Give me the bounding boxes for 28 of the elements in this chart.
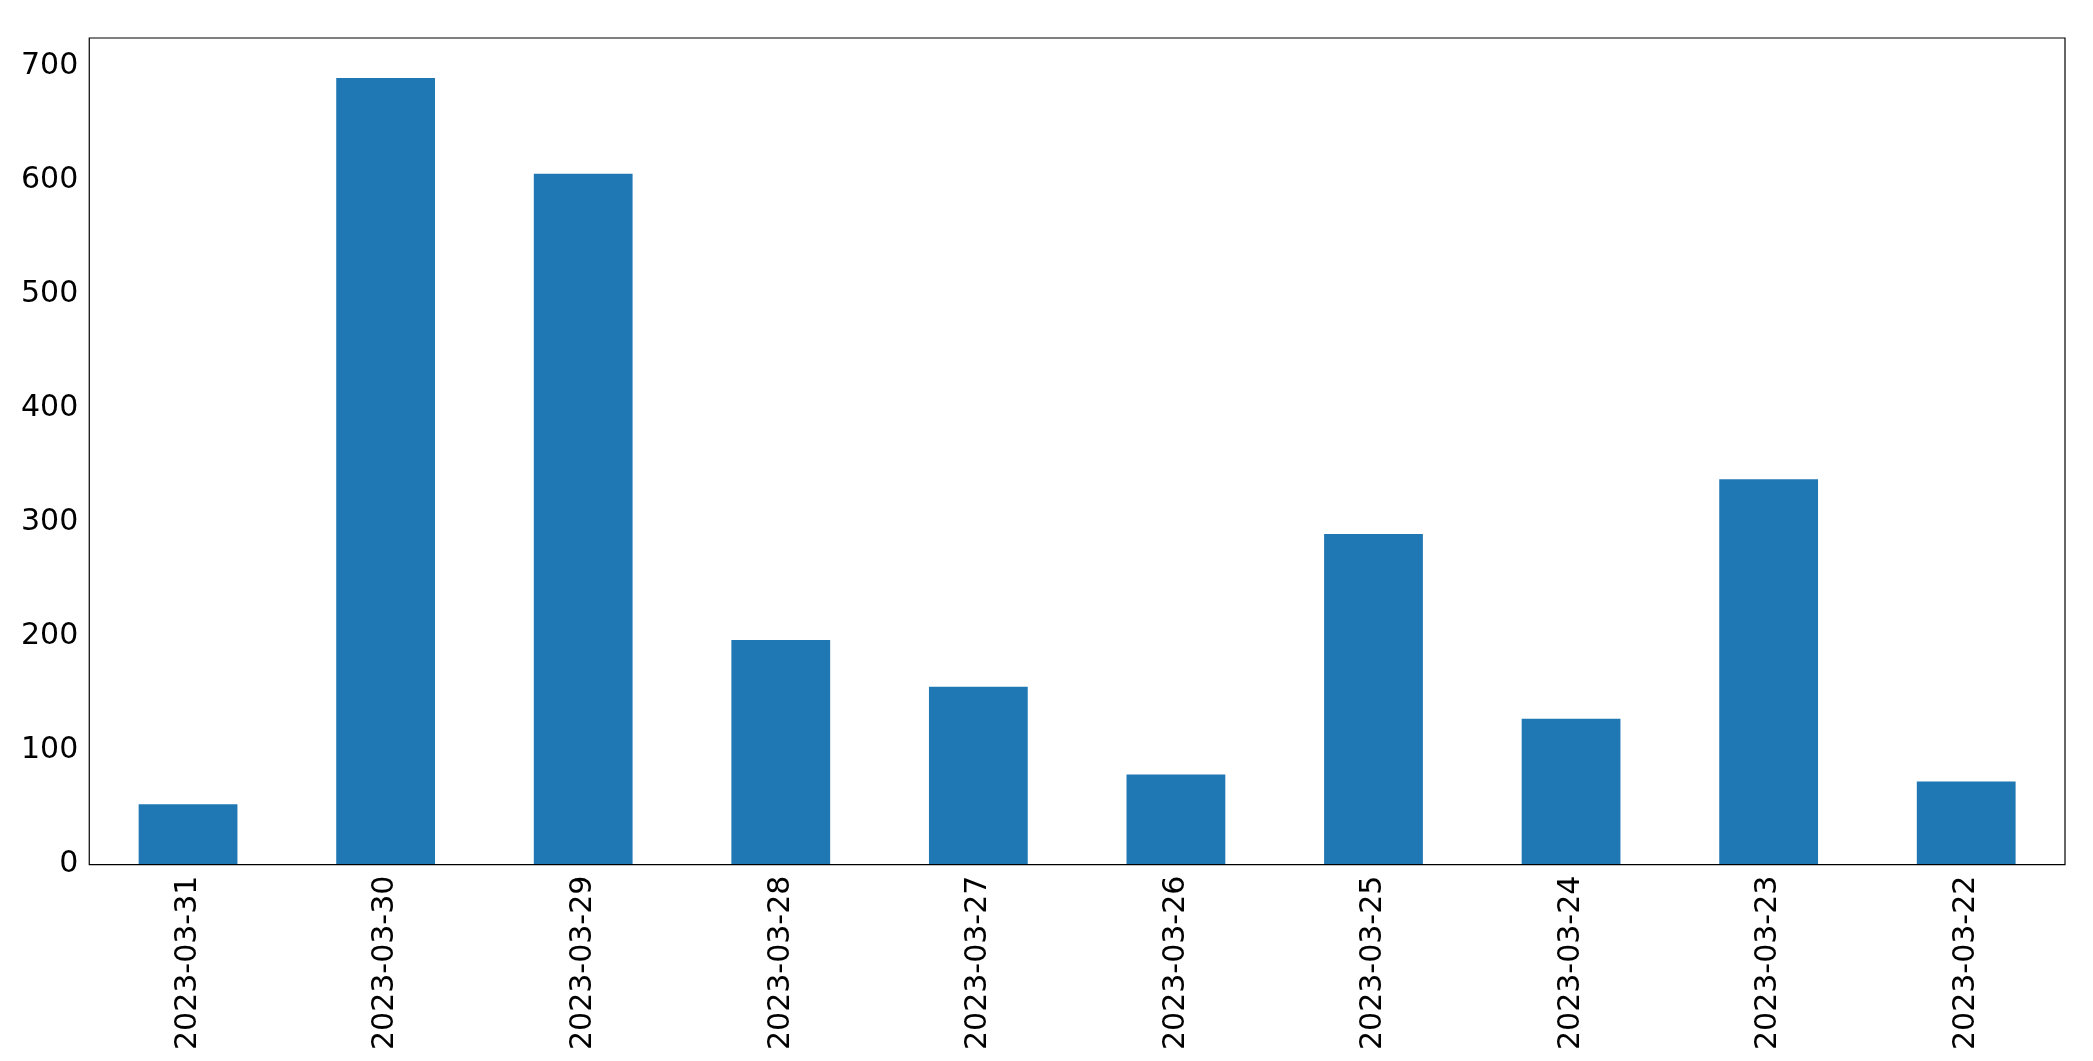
x-tick-label: 2023-03-27 [958,875,994,1051]
x-tick-label: 2023-03-24 [1550,875,1586,1051]
y-tick-label: 200 [21,616,79,652]
x-tick-label: 2023-03-23 [1748,875,1784,1051]
bar [138,804,238,865]
bar [533,173,633,865]
y-tick-label: 600 [21,160,79,196]
x-tick-label: 2023-03-25 [1353,875,1389,1051]
bar [1324,533,1423,865]
y-tick-label: 700 [21,46,79,82]
x-tick-label: 2023-03-26 [1155,875,1191,1051]
x-tick-label: 2023-03-29 [562,875,598,1051]
bar [336,77,436,865]
bar [731,640,831,865]
bar [1521,718,1621,865]
x-tick-label: 2023-03-28 [760,875,796,1051]
x-tick-label: 2023-03-22 [1946,875,1982,1051]
y-tick-label: 500 [21,274,79,310]
bar [1719,479,1819,865]
x-tick-label: 2023-03-31 [167,875,203,1051]
y-tick-label: 0 [59,844,79,880]
y-tick-label: 400 [21,388,79,424]
x-tick-label: 2023-03-30 [365,875,401,1051]
bar [1916,781,2016,865]
y-tick-label: 300 [21,502,79,538]
bar [928,686,1028,865]
bar [1126,774,1226,865]
y-tick-label: 100 [21,730,79,766]
